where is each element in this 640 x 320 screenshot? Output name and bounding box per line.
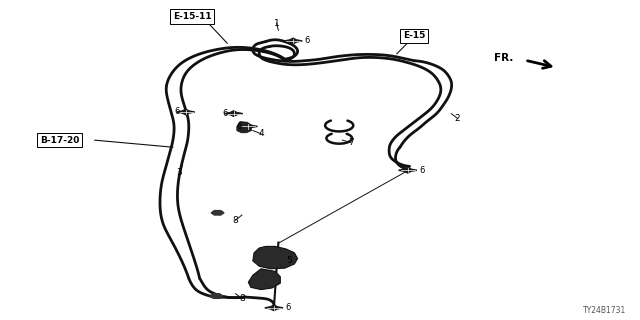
Polygon shape [399,167,417,173]
Text: 3: 3 [177,168,182,177]
Text: 2: 2 [455,114,460,123]
Text: TY24B1731: TY24B1731 [582,306,626,315]
Text: 8: 8 [233,216,238,225]
Text: E-15: E-15 [403,31,426,40]
Text: 6: 6 [419,166,424,175]
Text: 6: 6 [237,122,242,131]
Polygon shape [265,305,283,311]
Polygon shape [248,269,280,290]
Text: FR.: FR. [494,52,513,63]
Text: 6: 6 [222,109,227,118]
Text: 6: 6 [174,108,179,116]
Polygon shape [177,109,195,115]
Text: 1: 1 [274,19,279,28]
Polygon shape [237,122,252,133]
Text: B-17-20: B-17-20 [40,136,79,145]
Polygon shape [284,38,302,44]
Text: E-15-11: E-15-11 [173,12,211,21]
Text: 7: 7 [348,138,353,147]
Polygon shape [253,246,298,269]
Polygon shape [239,124,257,129]
Text: 4: 4 [259,129,264,138]
Text: 6: 6 [285,303,291,312]
Text: 6: 6 [305,36,310,45]
Polygon shape [210,294,223,298]
Polygon shape [225,111,243,116]
Text: 8: 8 [239,294,244,303]
Polygon shape [211,211,224,215]
Text: 5: 5 [287,256,292,265]
